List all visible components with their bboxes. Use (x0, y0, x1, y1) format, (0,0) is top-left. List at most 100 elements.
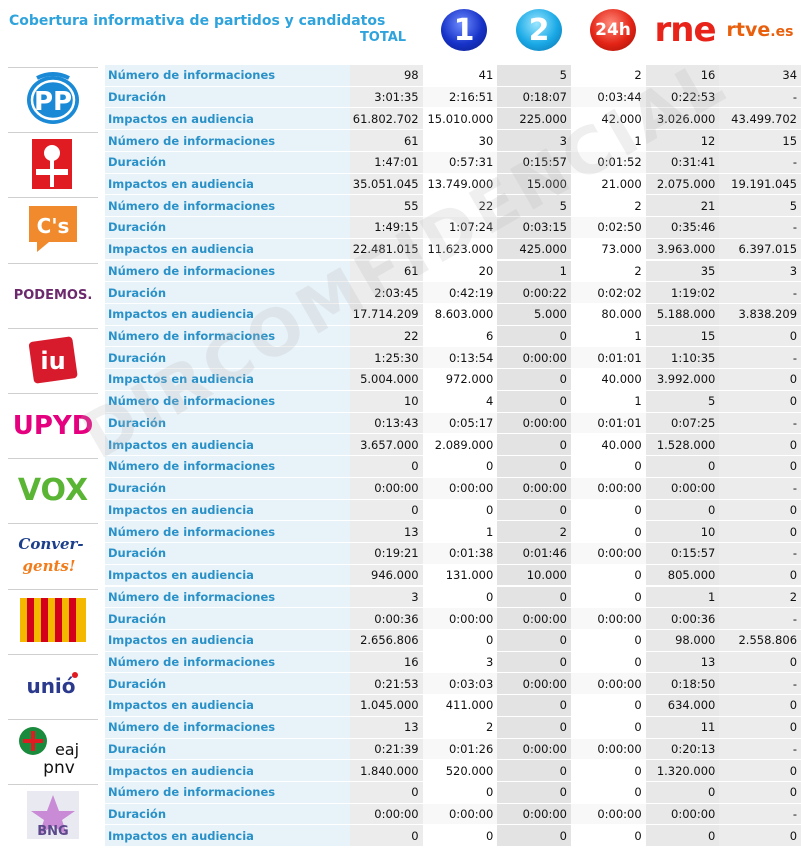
table-cell: 5 (645, 390, 720, 413)
metric-label: Impactos en audiencia (105, 238, 350, 261)
table-cell: 0:00:36 (645, 608, 720, 630)
svg-text:iu: iu (40, 347, 65, 375)
table-cell: 0:00:00 (645, 477, 720, 500)
table-cell: 0:18:07 (497, 86, 571, 109)
metric-label: Impactos en audiencia (105, 369, 350, 391)
table-cell: 0 (570, 456, 646, 478)
table-cell: 0 (719, 390, 801, 413)
table-cell: - (719, 282, 801, 304)
table-cell: - (719, 477, 801, 500)
table-cell: 55 (349, 195, 423, 218)
table-cell: 0 (570, 695, 646, 717)
svg-text:PP: PP (34, 87, 72, 117)
rne-logo: rne (650, 6, 720, 54)
table-cell: 0:01:52 (570, 151, 646, 174)
table-cell: 0:00:00 (570, 477, 646, 500)
metric-label: Impactos en audiencia (105, 108, 350, 131)
table-cell: 0:05:17 (422, 412, 498, 435)
table-cell: 0:07:25 (645, 412, 720, 435)
table-row: Número de informaciones 61 20 1 2 35 3 (105, 260, 801, 283)
party-block: unió Número de informaciones 16 3 0 0 13 0 Durac… (0, 651, 801, 717)
table-row: Número de informaciones 0 0 0 0 0 0 (105, 782, 801, 804)
table-cell: 0 (349, 782, 423, 804)
svg-text:VOX: VOX (18, 473, 88, 507)
table-cell: - (719, 412, 801, 435)
table-cell: 42.000 (570, 108, 646, 131)
table-cell: 0 (570, 651, 646, 674)
table-cell: 8.603.000 (422, 303, 498, 326)
svg-text:BNG: BNG (37, 824, 68, 839)
table-cell: 0 (719, 499, 801, 522)
table-cell: 0:22:53 (645, 86, 720, 109)
table-cell: 2 (422, 716, 498, 739)
table-cell: 0:00:00 (645, 803, 720, 826)
metric-label: Duración (105, 282, 350, 304)
metric-label: Duración (105, 477, 350, 500)
table-cell: 0 (422, 586, 498, 609)
table-cell: 13 (349, 716, 423, 739)
metric-label: Duración (105, 151, 350, 174)
metric-label: Número de informaciones (105, 130, 350, 152)
table-cell: 11 (645, 716, 720, 739)
table-cell: 0:01:01 (570, 412, 646, 435)
table-row: Impactos en audiencia 5.004.000 972.000 0 40… (105, 369, 801, 391)
metric-label: Duración (105, 543, 350, 565)
ciudadanos-logo-icon: C's (8, 197, 98, 258)
table-cell: 3 (349, 586, 423, 609)
table-cell: 0:00:00 (349, 477, 423, 500)
table-row: Duración 0:19:21 0:01:38 0:01:46 0:00:00 0:15… (105, 543, 801, 565)
eaj-pnv-logo-icon: eaj pnv (8, 718, 98, 780)
table-cell: 2 (497, 521, 571, 543)
metric-label: Impactos en audiencia (105, 564, 350, 587)
table-row: Impactos en audiencia 1.840.000 520.000 0 0 1… (105, 760, 801, 782)
table-cell: 0:15:57 (645, 543, 720, 565)
svg-text:eaj: eaj (55, 740, 79, 759)
table-cell: 3 (422, 651, 498, 674)
table-cell: 19.191.045 (719, 173, 801, 196)
table-cell: 0 (719, 325, 801, 348)
table-cell: 1 (645, 586, 720, 609)
canal24h-icon: 24h (590, 9, 636, 51)
table-cell: 0 (422, 456, 498, 478)
rne-icon: rne (654, 10, 716, 50)
table-cell: 0:18:50 (645, 673, 720, 696)
table-cell: 0 (719, 434, 801, 457)
table-cell: 35 (645, 260, 720, 283)
psoe-rose-icon (8, 132, 98, 193)
table-cell: 73.000 (570, 238, 646, 261)
table-cell: 2 (719, 586, 801, 609)
table-cell: 0 (645, 825, 720, 848)
table-cell: 1 (497, 260, 571, 283)
party-block: BNG Número de informaciones 0 0 0 0 0 0 Duración… (0, 782, 801, 848)
table-cell: 411.000 (422, 695, 498, 717)
table-cell: 0:03:44 (570, 86, 646, 109)
metric-label: Duración (105, 738, 350, 761)
table-cell: 0:03:15 (497, 217, 571, 239)
table-cell: 5 (497, 65, 571, 87)
table-cell: 0 (497, 695, 571, 717)
table-cell: 0 (422, 825, 498, 848)
table-row: Número de informaciones 10 4 0 1 5 0 (105, 390, 801, 413)
table-cell: 0:21:53 (349, 673, 423, 696)
party-block: Número de informaciones 61 30 3 1 12 15 Duració… (0, 130, 801, 196)
table-cell: 0:01:26 (422, 738, 498, 761)
table-cell: 0 (497, 586, 571, 609)
metric-label: Número de informaciones (105, 65, 350, 87)
table-cell: 15 (645, 325, 720, 348)
table-cell: 0 (719, 521, 801, 543)
party-block: Número de informaciones 3 0 0 0 1 2 Duración 0:0… (0, 586, 801, 652)
table-row: Impactos en audiencia 3.657.000 2.089.000 0… (105, 434, 801, 457)
metric-label: Número de informaciones (105, 456, 350, 478)
table-row: Número de informaciones 0 0 0 0 0 0 (105, 456, 801, 478)
table-row: Duración 3:01:35 2:16:51 0:18:07 0:03:44 0:22… (105, 86, 801, 109)
svg-text:PODEMOS.: PODEMOS. (14, 288, 93, 303)
table-cell: 3.992.000 (645, 369, 720, 391)
table-cell: 0 (570, 629, 646, 652)
table-cell: 0 (645, 782, 720, 804)
metric-label: Número de informaciones (105, 782, 350, 804)
table-cell: 0:00:00 (497, 477, 571, 500)
table-cell: 1:25:30 (349, 347, 423, 370)
table-cell: 15.010.000 (422, 108, 498, 131)
table-row: Duración 0:21:39 0:01:26 0:00:00 0:00:00 0:20… (105, 738, 801, 761)
table-cell: 0 (497, 629, 571, 652)
